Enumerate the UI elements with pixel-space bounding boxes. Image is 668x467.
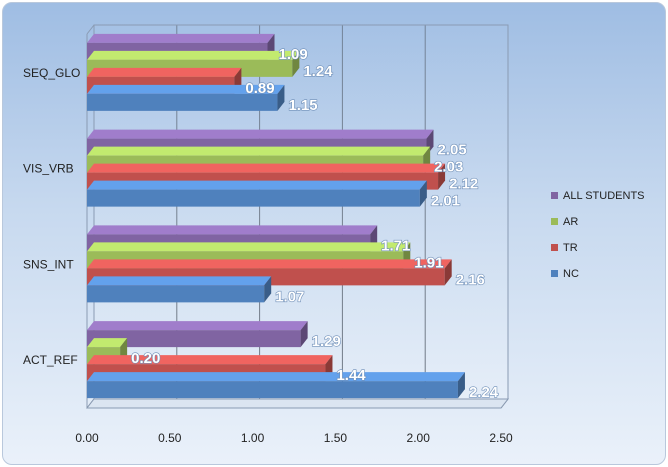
- value-labels: 1.091.24 0.89 1.15 2.052.032.122.01 1.711.91…: [131, 45, 500, 401]
- value-label: 2.12: [449, 176, 478, 193]
- plot-floor: [85, 398, 510, 409]
- bar-end-face: [292, 50, 300, 77]
- bar: [87, 285, 265, 303]
- bar-top-face: [87, 180, 427, 190]
- value-label: 1.44: [336, 367, 366, 384]
- legend-item[interactable]: NC: [551, 268, 579, 280]
- value-label: 2.24: [469, 384, 499, 401]
- bar-SEQ_GLO-nc: [87, 84, 285, 111]
- x-tick-labels: 0.00 0.50 1.00 1.50 2.00 2.50: [75, 431, 513, 445]
- bar-VIS_VRB-nc: [87, 180, 427, 207]
- value-label: 1.09: [279, 46, 308, 63]
- value-label: 2.05: [437, 142, 466, 159]
- value-label: 2.01: [431, 193, 460, 210]
- x-tick-label: 0.00: [75, 431, 99, 445]
- bar-top-face: [87, 355, 333, 365]
- bar-end-face: [264, 276, 272, 303]
- bar: [87, 93, 278, 111]
- bar-ACT_REF-nc: [87, 372, 465, 399]
- legend-label: NC: [563, 268, 579, 280]
- bar-top-face: [87, 338, 128, 348]
- category-labels: SEQ_GLO VIS_VRB SNS_INT ACT_REF: [23, 66, 80, 367]
- y-axis-depth-line: [86, 24, 95, 35]
- bar-end-face: [277, 84, 285, 111]
- x-tick-label: 0.50: [158, 431, 182, 445]
- bar-top-face: [87, 276, 272, 286]
- category-label: ACT_REF: [23, 353, 78, 367]
- value-label: 0.20: [131, 350, 160, 367]
- x-tick-label: 1.00: [241, 431, 265, 445]
- bars: [87, 33, 465, 399]
- value-label: 2.03: [434, 159, 463, 176]
- bar: [87, 330, 301, 348]
- bar-end-face: [419, 180, 427, 207]
- bar-top-face: [87, 259, 452, 269]
- bar-end-face: [300, 321, 308, 348]
- legend-swatch: [551, 218, 558, 225]
- bar-chart: 1.091.24 0.89 1.15 2.052.032.122.01 1.711.91…: [23, 24, 645, 445]
- bar: [87, 381, 458, 399]
- bar-top-face: [87, 163, 446, 173]
- x-tick-label: 1.50: [324, 431, 348, 445]
- bar-top-face: [87, 33, 275, 43]
- bar-SNS_INT-nc: [87, 276, 272, 303]
- bar-top-face: [87, 146, 431, 156]
- value-label: 2.16: [456, 271, 485, 288]
- bar-top-face: [87, 372, 465, 382]
- legend-item[interactable]: TR: [551, 242, 578, 254]
- x-tick-label: 2.00: [407, 431, 431, 445]
- legend-item[interactable]: ALL STUDENTS: [551, 190, 645, 202]
- value-label: 1.71: [381, 237, 410, 254]
- value-label: 0.89: [245, 80, 274, 97]
- legend-label: TR: [563, 242, 578, 254]
- bar-top-face: [87, 50, 300, 60]
- legend[interactable]: ALL STUDENTS AR TR NC: [551, 190, 645, 280]
- value-label: 1.07: [275, 288, 304, 305]
- legend-swatch: [551, 244, 558, 251]
- legend-label: ALL STUDENTS: [563, 190, 645, 202]
- bar-top-face: [87, 321, 308, 331]
- legend-item[interactable]: AR: [551, 216, 578, 228]
- bar-end-face: [438, 163, 446, 190]
- bar-ACT_REF-all-students: [87, 321, 308, 348]
- category-label: SNS_INT: [23, 257, 74, 271]
- category-label: VIS_VRB: [23, 162, 74, 176]
- bar: [87, 189, 420, 207]
- legend-swatch: [551, 192, 558, 199]
- bar-top-face: [87, 67, 242, 77]
- value-label: 1.91: [414, 254, 443, 271]
- value-label: 1.24: [303, 63, 333, 80]
- bar-top-face: [87, 225, 378, 235]
- bar-top-face: [87, 242, 411, 252]
- legend-label: AR: [563, 216, 578, 228]
- bar-end-face: [457, 372, 465, 399]
- category-label: SEQ_GLO: [23, 66, 80, 80]
- bar-end-face: [444, 259, 452, 286]
- value-label: 1.29: [312, 333, 341, 350]
- legend-swatch: [551, 270, 558, 277]
- bar-top-face: [87, 84, 285, 94]
- value-label: 1.15: [288, 97, 317, 114]
- x-tick-label: 2.50: [489, 431, 513, 445]
- bar-top-face: [87, 129, 434, 139]
